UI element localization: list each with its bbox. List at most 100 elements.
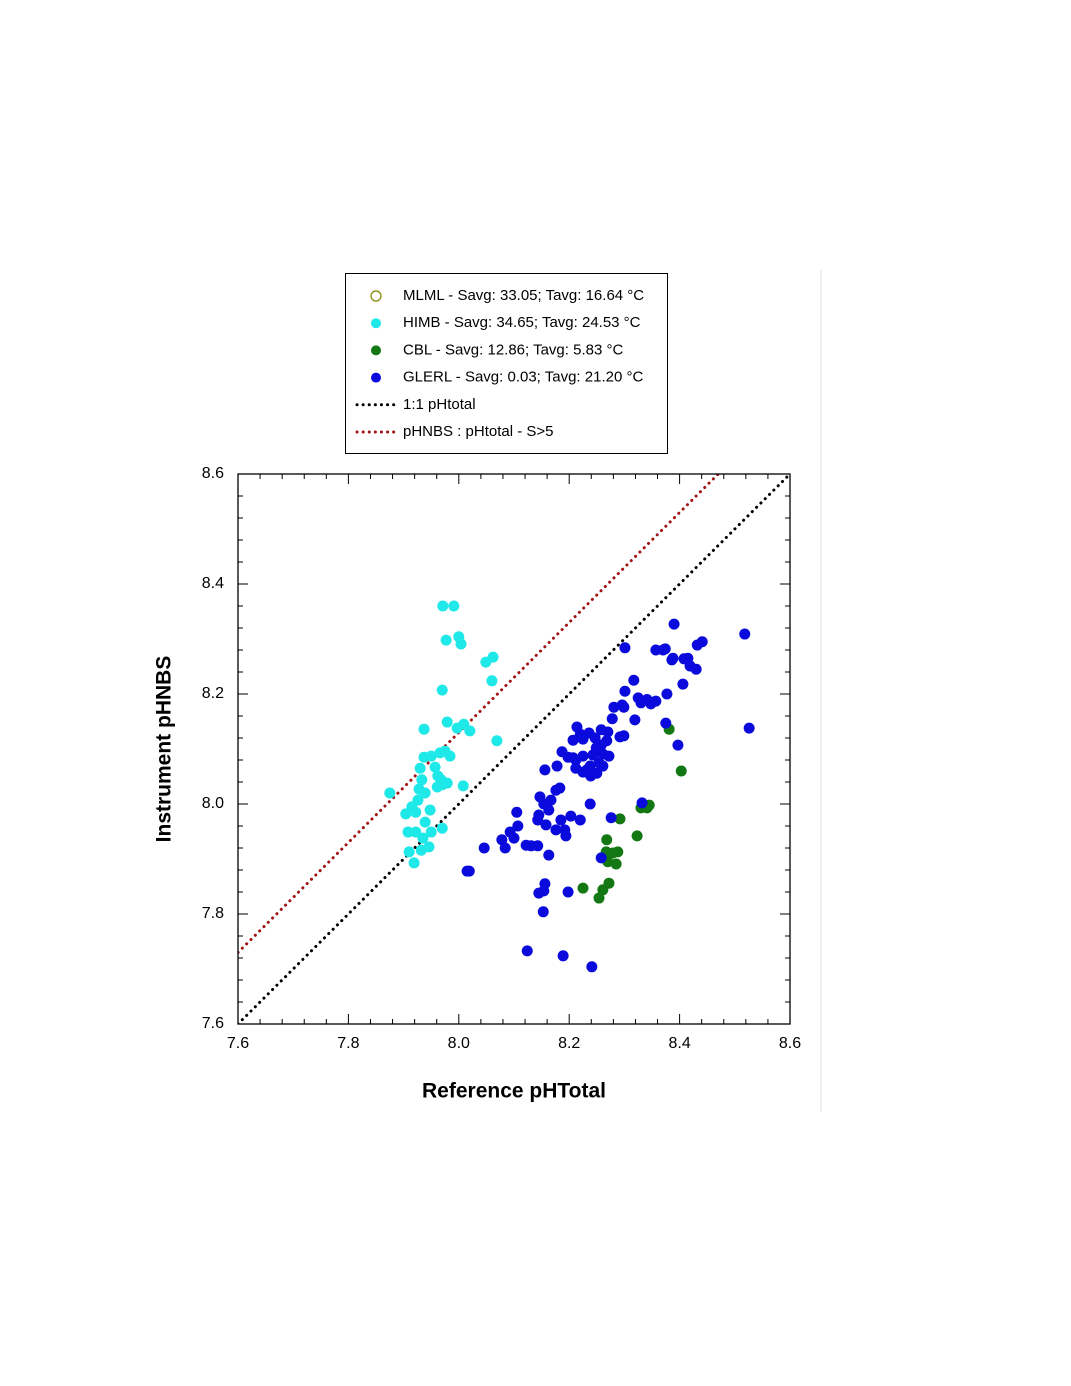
data-point: [629, 714, 641, 726]
data-point: [441, 777, 453, 789]
data-point: [606, 713, 618, 725]
data-point: [425, 826, 437, 838]
data-point: [631, 830, 643, 842]
data-point: [540, 819, 552, 831]
data-point: [437, 600, 449, 612]
data-point: [464, 725, 476, 737]
data-point: [586, 961, 598, 973]
data-point: [487, 651, 499, 663]
legend-label: MLML - Savg: 33.05; Tavg: 16.64 °C: [403, 287, 644, 304]
legend-label: 1:1 pHtotal: [403, 396, 476, 413]
x-tick-label: 7.6: [227, 1035, 249, 1052]
data-point: [739, 628, 751, 640]
data-point: [583, 727, 595, 739]
data-point: [668, 618, 680, 630]
data-point: [455, 638, 467, 650]
legend-swatch: [371, 318, 381, 329]
data-point: [457, 780, 469, 792]
data-point: [384, 787, 396, 799]
legend-label: HIMB - Savg: 34.65; Tavg: 24.53 °C: [403, 314, 641, 331]
data-point: [691, 639, 703, 651]
data-point: [550, 784, 562, 796]
y-tick-label: 8.4: [202, 575, 224, 592]
data-point: [532, 840, 544, 852]
legend-swatch: [371, 372, 381, 383]
data-point: [521, 945, 533, 957]
data-point: [560, 830, 572, 842]
data-point: [448, 600, 460, 612]
reference-line: [238, 474, 720, 954]
data-point: [499, 842, 511, 854]
x-tick-label: 7.8: [337, 1035, 359, 1052]
data-point: [677, 678, 689, 690]
data-point: [551, 760, 563, 772]
data-point: [410, 806, 422, 818]
data-point: [597, 884, 609, 896]
data-point: [403, 846, 415, 858]
plot-frame: [237, 473, 791, 1025]
data-point: [408, 857, 420, 869]
data-point: [614, 813, 626, 825]
x-tick-label: 8.4: [668, 1035, 690, 1052]
data-point: [605, 812, 617, 824]
data-point: [690, 663, 702, 675]
data-point: [574, 814, 586, 826]
y-tick-label: 7.6: [202, 1015, 224, 1032]
data-point: [628, 674, 640, 686]
data-point: [429, 761, 441, 773]
data-point: [614, 731, 626, 743]
data-point: [587, 749, 599, 761]
data-point: [486, 675, 498, 687]
data-point: [595, 852, 607, 864]
data-point: [577, 766, 589, 778]
data-point: [645, 698, 657, 710]
data-point: [672, 739, 684, 751]
data-point: [419, 816, 431, 828]
data-point: [533, 887, 545, 899]
data-point: [478, 842, 490, 854]
data-point: [660, 717, 672, 729]
data-point: [550, 824, 562, 836]
data-point: [632, 692, 644, 704]
y-axis-label: Instrument pHNBS: [153, 656, 176, 843]
data-point: [400, 808, 412, 820]
data-point: [463, 865, 475, 877]
y-tick-label: 8.0: [202, 795, 224, 812]
data-point: [593, 892, 605, 904]
data-point: [657, 644, 669, 656]
data-point: [414, 762, 426, 774]
legend-label: CBL - Savg: 12.86; Tavg: 5.83 °C: [403, 341, 623, 358]
data-point: [556, 746, 568, 758]
x-tick-label: 8.6: [779, 1035, 801, 1052]
data-point: [666, 654, 678, 666]
data-point: [619, 685, 631, 697]
y-tick-label: 7.8: [202, 905, 224, 922]
data-point: [418, 723, 430, 735]
data-point: [675, 765, 687, 777]
data-point: [511, 806, 523, 818]
legend-swatch: [370, 290, 382, 302]
data-point: [424, 804, 436, 816]
data-point: [570, 754, 582, 766]
data-point: [441, 716, 453, 728]
data-point: [532, 814, 544, 826]
y-tick-label: 8.2: [202, 685, 224, 702]
x-tick-label: 8.2: [558, 1035, 580, 1052]
data-point: [577, 882, 589, 894]
legend-label: GLERL - Savg: 0.03; Tavg: 21.20 °C: [403, 369, 643, 386]
data-point: [557, 950, 569, 962]
data-point: [402, 826, 414, 838]
y-tick-label: 8.6: [202, 465, 224, 482]
data-point: [661, 688, 673, 700]
data-point: [537, 906, 549, 918]
data-point: [496, 834, 508, 846]
data-point: [584, 798, 596, 810]
data-point: [504, 826, 516, 838]
data-point: [410, 826, 422, 838]
data-point: [555, 814, 567, 826]
data-point: [603, 750, 615, 762]
data-point: [610, 858, 622, 870]
data-point: [619, 642, 631, 654]
